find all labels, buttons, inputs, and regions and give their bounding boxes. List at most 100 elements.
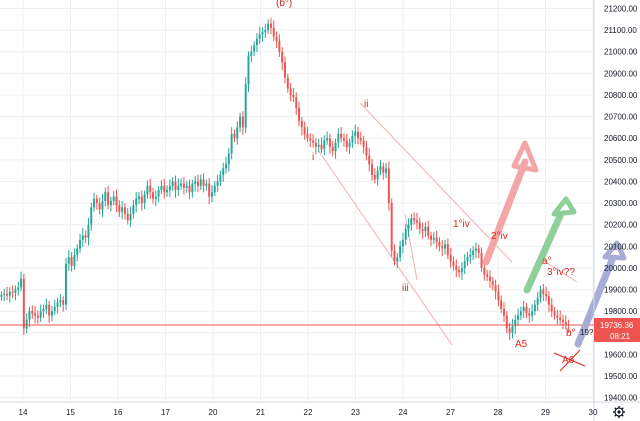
candle-body xyxy=(550,304,553,312)
candle-body xyxy=(255,38,258,46)
candle-body xyxy=(233,133,236,139)
candle-body xyxy=(362,140,365,147)
candle-body xyxy=(149,185,152,193)
candle-body xyxy=(446,244,449,255)
wave-label-1iv: 1°iv xyxy=(453,219,470,230)
candle-body xyxy=(295,97,298,108)
candle-body xyxy=(508,328,511,333)
wave-label-3iv: 3°iv?? xyxy=(547,267,575,278)
candle-body xyxy=(236,127,239,139)
candle-body xyxy=(98,203,101,210)
candle-body xyxy=(137,196,140,199)
price-tick: 21000.00 xyxy=(604,48,638,57)
candle-body xyxy=(239,116,242,128)
gear-hub xyxy=(617,410,621,414)
wave-label-b2: b° xyxy=(566,328,576,339)
price-tick: 20000.00 xyxy=(604,264,638,273)
candle-body xyxy=(219,174,222,182)
time-tick: 21 xyxy=(256,408,265,417)
candle-body xyxy=(42,309,45,312)
candle-body xyxy=(309,138,312,141)
channel-upper-line[interactable] xyxy=(359,102,513,263)
candle-body xyxy=(104,192,107,201)
candle-body xyxy=(385,168,388,173)
candle-body xyxy=(25,319,28,329)
candle-body xyxy=(177,185,180,191)
price-tick: 21100.00 xyxy=(604,26,637,35)
arrow-green[interactable] xyxy=(523,196,577,294)
candle-body xyxy=(115,196,118,206)
candle-body xyxy=(396,257,399,262)
candle-body xyxy=(152,192,154,199)
gear-icon[interactable] xyxy=(613,406,625,418)
wave-label-a6: A6 xyxy=(562,355,575,366)
candle-body xyxy=(166,190,169,193)
candle-body xyxy=(39,311,42,318)
arrow-green-shaft xyxy=(523,212,564,294)
candle-body xyxy=(118,205,121,212)
candle-body xyxy=(244,84,247,128)
candle-body xyxy=(272,27,275,37)
candle-body xyxy=(483,267,486,275)
candle-body xyxy=(292,94,295,98)
candle-body xyxy=(79,239,81,249)
candle-body xyxy=(393,250,396,262)
candle-body xyxy=(326,138,329,141)
candle-body xyxy=(337,133,340,143)
wave-label-a5: A5 xyxy=(515,339,528,350)
candle-body xyxy=(424,226,427,232)
candle-body xyxy=(56,302,59,307)
candle-body xyxy=(90,207,93,225)
candle-body xyxy=(70,257,73,266)
gear-teeth xyxy=(613,406,625,418)
candle-body xyxy=(528,313,531,316)
last-price-label: 19736.36 xyxy=(600,321,634,330)
candle-body xyxy=(8,291,11,296)
candle-body xyxy=(180,183,183,186)
candle-body xyxy=(312,140,315,143)
price-tick: 21200.00 xyxy=(604,4,638,13)
candle-body xyxy=(404,229,407,240)
candle-body xyxy=(340,133,343,139)
candle-body xyxy=(264,30,267,33)
candle-body xyxy=(278,40,281,52)
candle-body xyxy=(522,306,525,312)
candle-body xyxy=(171,181,174,186)
candle-body xyxy=(365,146,368,156)
price-tick: 20900.00 xyxy=(604,69,638,78)
candle-body xyxy=(67,257,70,264)
wave-label-2iv: 2°iv xyxy=(491,231,508,242)
time-tick: 27 xyxy=(446,408,455,417)
time-tick: 14 xyxy=(19,408,28,417)
a6-cross-line-1 xyxy=(553,352,586,367)
time-tick: 16 xyxy=(114,408,123,417)
candle-body xyxy=(275,36,278,41)
candle-body xyxy=(334,142,337,152)
candle-body xyxy=(491,280,494,286)
candle-body xyxy=(401,239,404,247)
arrow-red[interactable] xyxy=(482,140,539,266)
candle-body xyxy=(497,291,500,301)
arrow-blue[interactable] xyxy=(574,240,627,348)
candle-body xyxy=(267,23,270,31)
candle-body xyxy=(432,237,435,240)
candle-body xyxy=(387,168,390,204)
time-axis[interactable]: 14 15 16 17 20 21 22 23 24 27 28 29 30 xyxy=(19,408,598,417)
candle-body xyxy=(303,127,306,134)
candle-body xyxy=(415,220,418,223)
wave-iii-line[interactable] xyxy=(404,213,418,281)
time-tick: 15 xyxy=(66,408,75,417)
grid-lines xyxy=(0,0,594,402)
candle-body xyxy=(64,263,67,305)
candle-body xyxy=(463,261,466,268)
candle-body xyxy=(298,107,301,121)
candle-body xyxy=(45,304,48,310)
candle-body xyxy=(536,298,539,305)
wave-a-line[interactable] xyxy=(540,258,578,283)
candle-body xyxy=(449,254,452,262)
price-axis[interactable]: 21200.00 21100.00 21000.00 20900.00 20800.00… xyxy=(604,4,638,402)
candle-body xyxy=(314,142,317,147)
channel-lower-line[interactable] xyxy=(317,149,453,346)
